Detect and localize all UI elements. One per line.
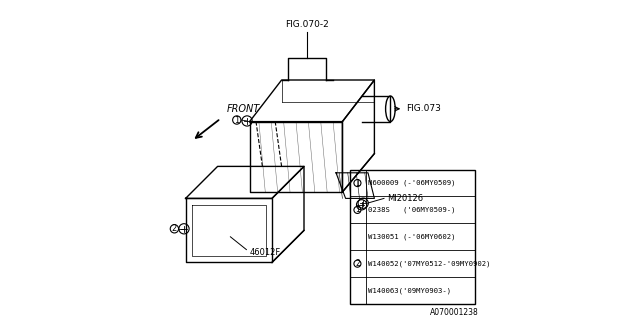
Text: W140052('07MY0512-'09MY0902): W140052('07MY0512-'09MY0902) — [368, 260, 490, 267]
Text: 46012F: 46012F — [250, 248, 281, 257]
Text: 1: 1 — [355, 179, 360, 188]
Text: FIG.070-2: FIG.070-2 — [285, 20, 329, 29]
Text: FIG.073: FIG.073 — [406, 104, 441, 113]
Text: N600009 (-'06MY0509): N600009 (-'06MY0509) — [368, 180, 456, 186]
Text: 1: 1 — [234, 116, 239, 124]
Text: 2: 2 — [172, 224, 177, 233]
Text: 2: 2 — [355, 259, 360, 268]
Text: FRONT: FRONT — [227, 104, 260, 114]
Text: MI20126: MI20126 — [387, 194, 423, 203]
Bar — [351, 170, 475, 304]
Text: W130051 (-'06MY0602): W130051 (-'06MY0602) — [368, 234, 456, 240]
Text: W140063('09MY0903-): W140063('09MY0903-) — [368, 287, 451, 294]
Text: 1: 1 — [355, 205, 360, 214]
Text: 0238S   ('06MY0509-): 0238S ('06MY0509-) — [368, 207, 456, 213]
Text: A070001238: A070001238 — [429, 308, 479, 317]
